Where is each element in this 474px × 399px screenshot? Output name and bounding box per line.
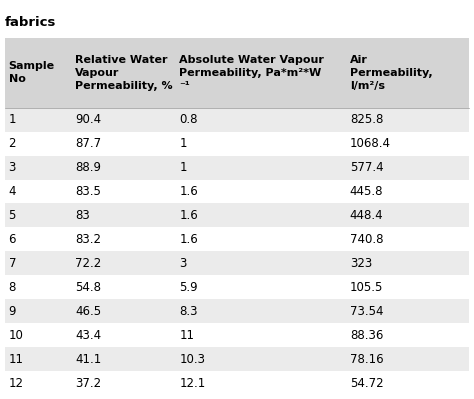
Text: 72.2: 72.2 bbox=[75, 257, 101, 270]
Text: 11: 11 bbox=[9, 353, 24, 365]
Text: 41.1: 41.1 bbox=[75, 353, 101, 365]
FancyBboxPatch shape bbox=[5, 38, 469, 108]
Text: 87.7: 87.7 bbox=[75, 137, 101, 150]
Text: Absolute Water Vapour
Permeability, Pa*m²*W
⁻¹: Absolute Water Vapour Permeability, Pa*m… bbox=[179, 55, 324, 91]
Text: 90.4: 90.4 bbox=[75, 113, 101, 126]
Text: 1: 1 bbox=[179, 161, 187, 174]
FancyBboxPatch shape bbox=[5, 251, 469, 275]
Text: 8: 8 bbox=[9, 281, 16, 294]
Text: 448.4: 448.4 bbox=[350, 209, 383, 222]
Text: 5: 5 bbox=[9, 209, 16, 222]
FancyBboxPatch shape bbox=[5, 323, 469, 347]
FancyBboxPatch shape bbox=[5, 108, 469, 132]
Text: 105.5: 105.5 bbox=[350, 281, 383, 294]
FancyBboxPatch shape bbox=[5, 203, 469, 227]
Text: 83.2: 83.2 bbox=[75, 233, 101, 246]
Text: 37.2: 37.2 bbox=[75, 377, 101, 389]
Text: 1.6: 1.6 bbox=[179, 209, 198, 222]
Text: 11: 11 bbox=[179, 329, 194, 342]
Text: 10.3: 10.3 bbox=[179, 353, 205, 365]
Text: 54.72: 54.72 bbox=[350, 377, 383, 389]
Text: 577.4: 577.4 bbox=[350, 161, 383, 174]
Text: 88.36: 88.36 bbox=[350, 329, 383, 342]
Text: 1.6: 1.6 bbox=[179, 185, 198, 198]
Text: 83.5: 83.5 bbox=[75, 185, 101, 198]
Text: 0.8: 0.8 bbox=[179, 113, 198, 126]
Text: 78.16: 78.16 bbox=[350, 353, 383, 365]
Text: 10: 10 bbox=[9, 329, 23, 342]
Text: 12: 12 bbox=[9, 377, 24, 389]
Text: 5.9: 5.9 bbox=[179, 281, 198, 294]
FancyBboxPatch shape bbox=[5, 180, 469, 203]
Text: Relative Water
Vapour
Permeability, %: Relative Water Vapour Permeability, % bbox=[75, 55, 173, 91]
Text: 1068.4: 1068.4 bbox=[350, 137, 391, 150]
Text: 1.6: 1.6 bbox=[179, 233, 198, 246]
FancyBboxPatch shape bbox=[5, 371, 469, 395]
Text: 4: 4 bbox=[9, 185, 16, 198]
FancyBboxPatch shape bbox=[5, 347, 469, 371]
Text: 1: 1 bbox=[9, 113, 16, 126]
Text: 54.8: 54.8 bbox=[75, 281, 101, 294]
Text: 7: 7 bbox=[9, 257, 16, 270]
Text: 323: 323 bbox=[350, 257, 372, 270]
FancyBboxPatch shape bbox=[5, 299, 469, 323]
Text: Sample
No: Sample No bbox=[9, 61, 55, 84]
FancyBboxPatch shape bbox=[5, 227, 469, 251]
Text: Air
Permeability,
l/m²/s: Air Permeability, l/m²/s bbox=[350, 55, 432, 91]
FancyBboxPatch shape bbox=[5, 156, 469, 180]
Text: 445.8: 445.8 bbox=[350, 185, 383, 198]
Text: 43.4: 43.4 bbox=[75, 329, 101, 342]
Text: 740.8: 740.8 bbox=[350, 233, 383, 246]
FancyBboxPatch shape bbox=[5, 132, 469, 156]
Text: 88.9: 88.9 bbox=[75, 161, 101, 174]
Text: 825.8: 825.8 bbox=[350, 113, 383, 126]
Text: 46.5: 46.5 bbox=[75, 305, 101, 318]
Text: 3: 3 bbox=[179, 257, 187, 270]
Text: 8.3: 8.3 bbox=[179, 305, 198, 318]
Text: 83: 83 bbox=[75, 209, 90, 222]
Text: 12.1: 12.1 bbox=[179, 377, 205, 389]
Text: 3: 3 bbox=[9, 161, 16, 174]
FancyBboxPatch shape bbox=[5, 275, 469, 299]
Text: 73.54: 73.54 bbox=[350, 305, 383, 318]
Text: 6: 6 bbox=[9, 233, 16, 246]
Text: fabrics: fabrics bbox=[5, 16, 56, 29]
Text: 9: 9 bbox=[9, 305, 16, 318]
Text: 2: 2 bbox=[9, 137, 16, 150]
Text: 1: 1 bbox=[179, 137, 187, 150]
